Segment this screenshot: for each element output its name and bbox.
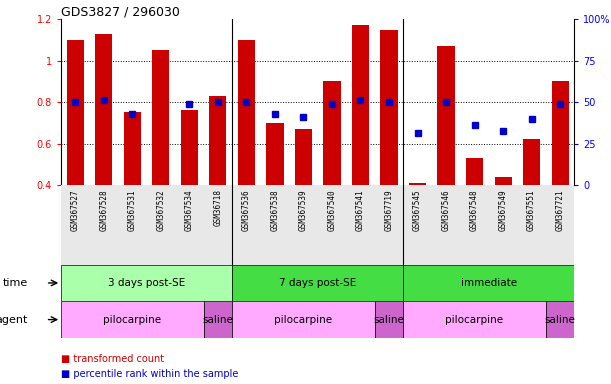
Bar xyxy=(381,30,398,185)
Bar xyxy=(61,301,203,338)
Text: GSM367539: GSM367539 xyxy=(299,189,308,230)
Text: GSM367721: GSM367721 xyxy=(555,189,565,230)
Text: GSM367536: GSM367536 xyxy=(242,189,251,230)
Text: pilocarpine: pilocarpine xyxy=(274,314,332,324)
Text: GSM367534: GSM367534 xyxy=(185,189,194,230)
Text: GSM367719: GSM367719 xyxy=(384,189,393,230)
Bar xyxy=(323,81,340,185)
Bar xyxy=(403,301,546,338)
Text: saline: saline xyxy=(202,314,233,324)
Bar xyxy=(266,123,284,185)
Text: GSM367548: GSM367548 xyxy=(470,189,479,230)
Bar xyxy=(403,265,574,301)
Text: GSM367538: GSM367538 xyxy=(271,189,279,230)
Text: GSM36718: GSM36718 xyxy=(213,189,222,226)
Bar xyxy=(409,183,426,185)
Bar xyxy=(238,40,255,185)
Text: time: time xyxy=(2,278,27,288)
Text: GSM367541: GSM367541 xyxy=(356,189,365,230)
Text: immediate: immediate xyxy=(461,278,517,288)
Text: GSM367540: GSM367540 xyxy=(327,189,337,230)
Bar xyxy=(61,265,232,301)
Text: GSM367545: GSM367545 xyxy=(413,189,422,230)
Bar xyxy=(546,301,574,338)
Text: saline: saline xyxy=(544,314,576,324)
Bar xyxy=(232,301,375,338)
Bar xyxy=(152,50,169,185)
Bar xyxy=(181,110,198,185)
Text: 3 days post-SE: 3 days post-SE xyxy=(108,278,185,288)
Bar xyxy=(523,139,540,185)
Text: GSM367551: GSM367551 xyxy=(527,189,536,230)
Text: saline: saline xyxy=(373,314,404,324)
Text: GSM367549: GSM367549 xyxy=(499,189,508,230)
Bar xyxy=(466,158,483,185)
Bar xyxy=(210,96,227,185)
Text: GDS3827 / 296030: GDS3827 / 296030 xyxy=(61,5,180,18)
Bar xyxy=(352,25,369,185)
Bar xyxy=(95,34,112,185)
Bar xyxy=(203,301,232,338)
Text: GSM367528: GSM367528 xyxy=(100,189,108,230)
Text: GSM367546: GSM367546 xyxy=(442,189,450,230)
Text: agent: agent xyxy=(0,314,27,324)
Bar xyxy=(552,81,569,185)
Text: GSM367527: GSM367527 xyxy=(71,189,80,230)
Bar xyxy=(124,113,141,185)
Bar xyxy=(232,265,403,301)
Text: 7 days post-SE: 7 days post-SE xyxy=(279,278,356,288)
Bar xyxy=(494,177,511,185)
Text: pilocarpine: pilocarpine xyxy=(103,314,161,324)
Text: pilocarpine: pilocarpine xyxy=(445,314,503,324)
Text: ■ transformed count: ■ transformed count xyxy=(61,354,164,364)
Bar xyxy=(375,301,403,338)
Text: ■ percentile rank within the sample: ■ percentile rank within the sample xyxy=(61,369,238,379)
Bar xyxy=(67,40,84,185)
Text: GSM367531: GSM367531 xyxy=(128,189,137,230)
Bar xyxy=(295,129,312,185)
Bar xyxy=(437,46,455,185)
Text: GSM367532: GSM367532 xyxy=(156,189,166,230)
